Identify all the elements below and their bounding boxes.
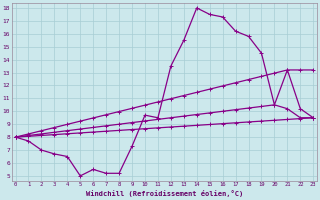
X-axis label: Windchill (Refroidissement éolien,°C): Windchill (Refroidissement éolien,°C) bbox=[86, 190, 243, 197]
